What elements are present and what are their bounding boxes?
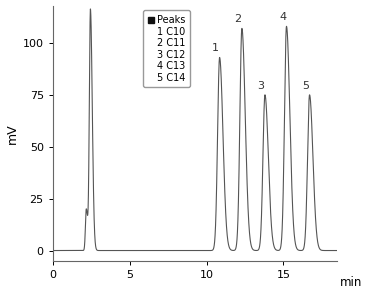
Text: 1: 1	[212, 43, 219, 53]
Text: min: min	[340, 276, 362, 289]
Text: 5: 5	[302, 81, 309, 91]
Text: 3: 3	[258, 81, 265, 91]
Y-axis label: mV: mV	[6, 123, 18, 144]
Text: 2: 2	[234, 14, 242, 24]
Legend: Peaks, 1 C10, 2 C11, 3 C12, 4 C13, 5 C14: Peaks, 1 C10, 2 C11, 3 C12, 4 C13, 5 C14	[143, 11, 190, 87]
Text: 4: 4	[279, 12, 286, 22]
